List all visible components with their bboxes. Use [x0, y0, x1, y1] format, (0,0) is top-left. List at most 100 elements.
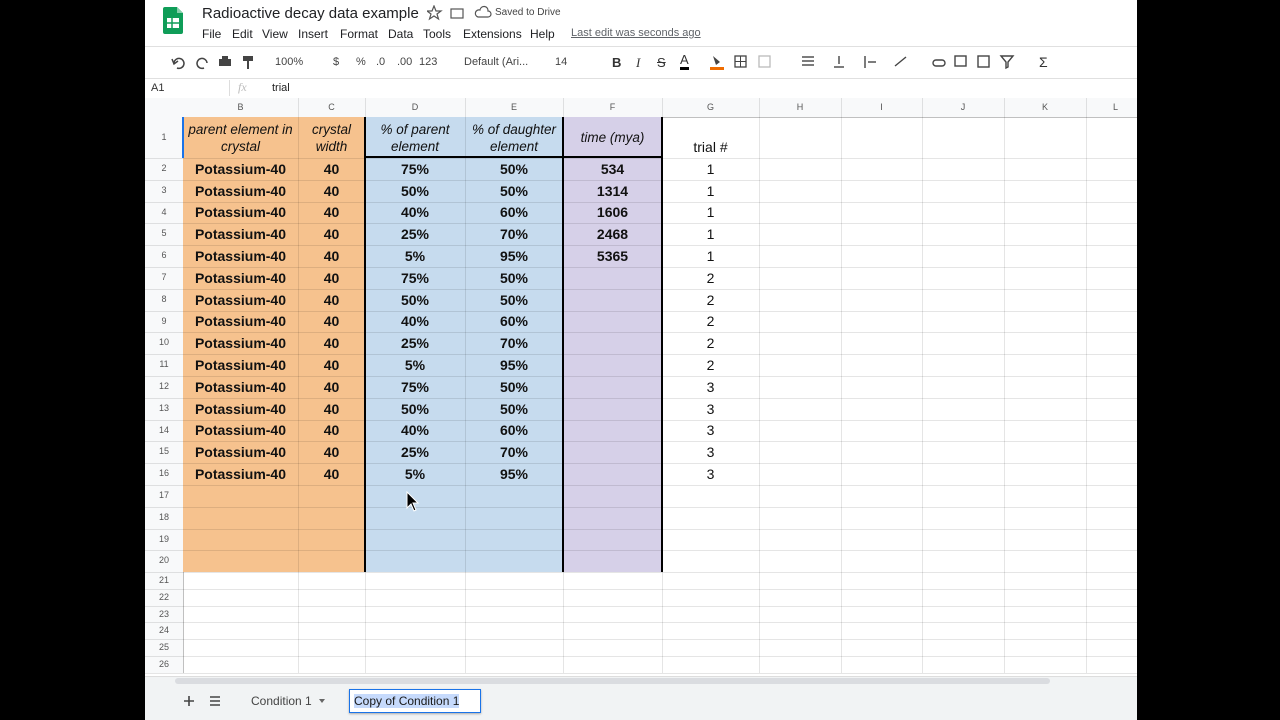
- text-color-button[interactable]: A: [680, 53, 689, 70]
- data-cell[interactable]: 40: [323, 444, 340, 461]
- data-cell[interactable]: Potassium-40: [194, 313, 287, 330]
- data-cell[interactable]: Potassium-40: [194, 182, 287, 199]
- data-cell[interactable]: 40: [323, 160, 340, 177]
- row-number[interactable]: 7: [161, 272, 167, 282]
- column-header[interactable]: E: [510, 102, 517, 112]
- row-number[interactable]: 16: [158, 468, 169, 479]
- data-cell[interactable]: 50%: [499, 291, 529, 308]
- menu-item[interactable]: View: [262, 27, 288, 41]
- data-cell[interactable]: 40%: [400, 204, 430, 221]
- row-number[interactable]: 12: [158, 381, 169, 391]
- data-cell[interactable]: 75%: [400, 378, 430, 395]
- data-cell[interactable]: 50%: [499, 160, 529, 177]
- row-number[interactable]: 10: [158, 337, 169, 348]
- row-number[interactable]: 5: [161, 228, 167, 239]
- data-cell[interactable]: 70%: [499, 444, 529, 461]
- doc-title[interactable]: Radioactive decay data example: [202, 5, 419, 22]
- column-header[interactable]: C: [328, 102, 335, 112]
- data-cell[interactable]: Potassium-40: [194, 466, 287, 483]
- data-cell[interactable]: Potassium-40: [194, 400, 287, 417]
- row-number[interactable]: 24: [158, 625, 169, 636]
- functions-button[interactable]: Σ: [1039, 54, 1048, 70]
- menu-item[interactable]: Edit: [232, 27, 253, 41]
- sheet-tab[interactable]: Condition 1: [251, 694, 312, 708]
- data-cell[interactable]: 50%: [400, 400, 430, 417]
- row-number[interactable]: 1: [161, 132, 167, 142]
- data-cell[interactable]: 50%: [499, 269, 529, 286]
- row-number[interactable]: 26: [158, 659, 169, 669]
- data-cell[interactable]: 5%: [404, 248, 426, 265]
- menu-item[interactable]: Insert: [298, 27, 329, 41]
- strike-button[interactable]: S: [657, 55, 666, 70]
- toolbar-currency[interactable]: $: [333, 56, 340, 68]
- data-cell[interactable]: 70%: [499, 335, 529, 352]
- row-number[interactable]: 13: [158, 402, 169, 413]
- data-cell[interactable]: 40: [323, 313, 340, 330]
- data-cell[interactable]: 95%: [499, 357, 529, 374]
- toolbar-zoom[interactable]: 100%: [275, 56, 304, 68]
- data-cell[interactable]: 1: [706, 160, 715, 177]
- data-cell[interactable]: 40: [323, 269, 340, 286]
- column-header[interactable]: B: [237, 102, 244, 112]
- column-header[interactable]: D: [411, 102, 419, 112]
- data-cell[interactable]: 40: [323, 226, 340, 243]
- data-cell[interactable]: 5%: [404, 357, 426, 374]
- column-header[interactable]: J: [960, 102, 966, 112]
- row-number[interactable]: 6: [161, 250, 167, 261]
- row-number[interactable]: 18: [158, 511, 169, 522]
- row-number[interactable]: 14: [158, 424, 169, 435]
- data-cell[interactable]: 40: [323, 291, 340, 308]
- data-cell[interactable]: 40%: [400, 422, 430, 439]
- data-cell[interactable]: 2: [706, 291, 715, 308]
- toolbar-percent[interactable]: %: [356, 56, 366, 68]
- column-header[interactable]: F: [609, 102, 616, 112]
- data-cell[interactable]: 40: [323, 248, 340, 265]
- data-cell[interactable]: 40: [323, 357, 340, 374]
- row-number[interactable]: 15: [158, 446, 169, 457]
- data-cell[interactable]: 40: [323, 378, 340, 395]
- menu-item[interactable]: File: [202, 27, 222, 41]
- row-number[interactable]: 20: [158, 555, 169, 566]
- data-cell[interactable]: 2: [706, 313, 715, 330]
- scrollbar[interactable]: [175, 678, 1050, 684]
- row-number[interactable]: 23: [158, 608, 169, 619]
- row-number[interactable]: 4: [161, 206, 167, 217]
- data-cell[interactable]: 2: [706, 335, 715, 352]
- data-cell[interactable]: Potassium-40: [194, 357, 287, 374]
- data-cell[interactable]: 1: [706, 226, 715, 243]
- row-number[interactable]: 9: [161, 315, 167, 326]
- data-cell[interactable]: 50%: [499, 182, 529, 199]
- column-header[interactable]: G: [706, 102, 714, 112]
- data-cell[interactable]: Potassium-40: [194, 291, 287, 308]
- data-cell[interactable]: 50%: [400, 291, 430, 308]
- row-number[interactable]: 3: [161, 184, 167, 195]
- data-cell[interactable]: 25%: [400, 444, 430, 461]
- data-cell[interactable]: Potassium-40: [194, 248, 287, 265]
- data-cell[interactable]: Potassium-40: [194, 160, 287, 177]
- data-cell[interactable]: 40: [323, 182, 340, 199]
- row-number[interactable]: 17: [158, 490, 169, 500]
- data-cell[interactable]: 40: [323, 422, 340, 439]
- data-cell[interactable]: 5365: [596, 248, 629, 265]
- toolbar-icons-left[interactable]: [171, 54, 266, 72]
- data-cell[interactable]: 40: [323, 335, 340, 352]
- data-cell[interactable]: 5%: [404, 466, 426, 483]
- data-cell[interactable]: 1314: [596, 182, 629, 199]
- sheet-controls[interactable]: [183, 694, 223, 708]
- row-number[interactable]: 8: [161, 293, 167, 304]
- data-cell[interactable]: 1: [706, 204, 715, 221]
- data-cell[interactable]: 75%: [400, 160, 430, 177]
- column-header[interactable]: H: [796, 102, 804, 112]
- toolbar-increase-decimal[interactable]: .00: [397, 56, 413, 68]
- sheet-tab-name[interactable]: Copy of Condition 1: [354, 694, 460, 708]
- menu-item[interactable]: Extensions: [463, 27, 522, 41]
- data-cell[interactable]: 75%: [400, 269, 430, 286]
- row-number[interactable]: 25: [158, 642, 169, 653]
- data-cell[interactable]: 40%: [400, 313, 430, 330]
- row-number[interactable]: 22: [158, 591, 169, 602]
- data-cell[interactable]: Potassium-40: [194, 335, 287, 352]
- data-cell[interactable]: 40: [323, 466, 340, 483]
- row-number[interactable]: 19: [158, 533, 169, 544]
- toolbar-decrease-decimal[interactable]: .0: [376, 56, 386, 68]
- data-cell[interactable]: 2: [706, 357, 715, 374]
